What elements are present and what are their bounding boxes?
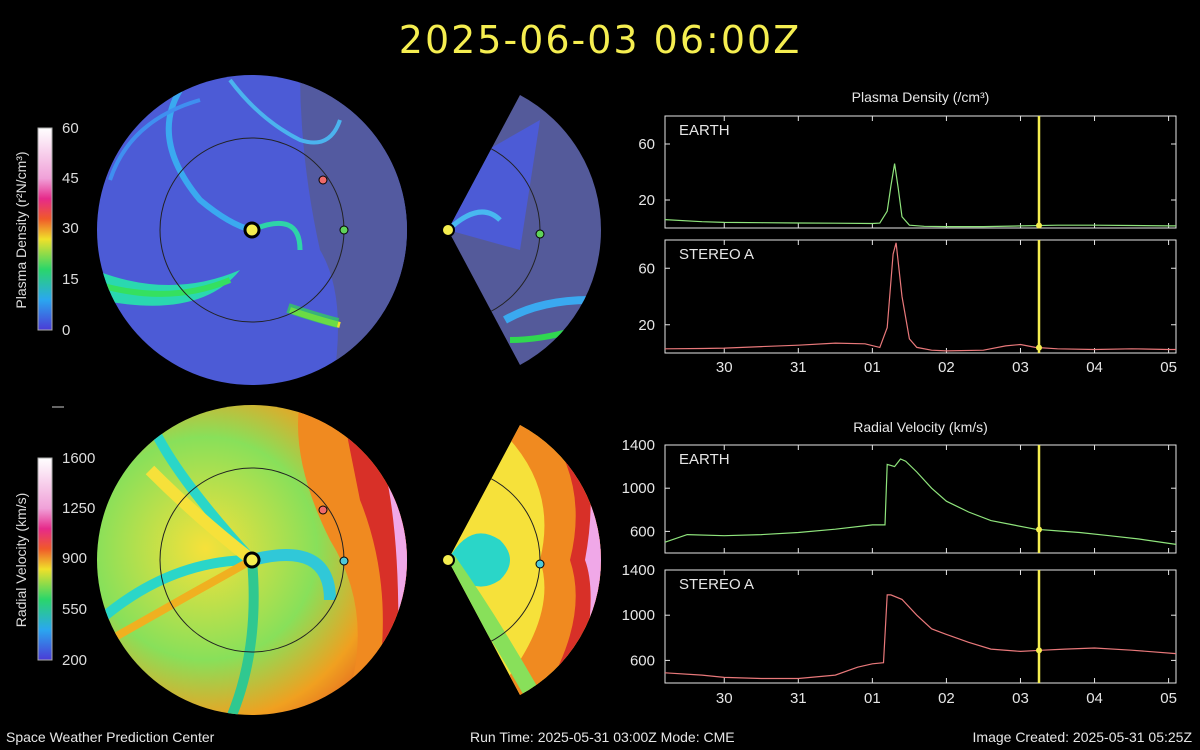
density-tick: 30 [62,220,79,237]
y-tick-label: 1400 [622,562,655,579]
density-tick: 15 [62,271,79,288]
x-tick-label: 05 [1160,359,1177,376]
panel-frame [664,115,1177,229]
x-tick-label: 01 [864,359,881,376]
x-tick-label: 30 [716,690,733,707]
y-tick-label: 1000 [622,607,655,624]
series-name: EARTH [679,122,730,139]
sun-marker-icon [243,221,455,569]
footer-organization: Space Weather Prediction Center [6,729,215,745]
x-tick-label: 03 [1012,359,1029,376]
x-tick-label: 30 [716,359,733,376]
x-tick-label: 04 [1086,690,1103,707]
y-tick-label: 1000 [622,480,655,497]
panel-frame [664,444,1177,554]
x-tick-label: 31 [790,690,807,707]
x-tick-label: 05 [1160,690,1177,707]
series-name: STEREO A [679,576,754,593]
series-line-stereo-a [664,242,1176,352]
x-tick-label: 03 [1012,690,1029,707]
density-colorbar [37,127,53,331]
current-time-dot [1035,344,1042,351]
x-tick-label: 02 [938,690,955,707]
chart-title: Radial Velocity (km/s) [853,419,988,435]
stereo-a-marker-icon [318,175,328,515]
series-name: STEREO A [679,246,754,263]
velocity-tick: 200 [62,652,88,669]
series-name: EARTH [679,451,730,468]
x-tick-label: 31 [790,359,807,376]
x-tick-label: 02 [938,359,955,376]
x-tick-label: 01 [864,690,881,707]
footer-run-info: Run Time: 2025-05-31 03:00Z Mode: CME [470,729,735,745]
current-time-dot [1035,647,1042,654]
y-tick-label: 600 [630,523,655,540]
density-tick: 60 [62,120,79,137]
velocity-tick: 550 [62,601,88,618]
chart-title: Plasma Density (/cm³) [852,89,990,105]
density-tick: 45 [62,170,79,187]
velocity-tick: 900 [62,550,88,567]
footer-image-created: Image Created: 2025-05-31 05:25Z [972,729,1192,745]
y-tick-label: 1400 [622,437,655,454]
series-line-earth [664,458,1177,545]
page-title: 2025-06-03 06:00Z [398,18,802,62]
y-tick-label: 600 [630,652,655,669]
velocity-tick: 1250 [62,500,96,517]
earth-marker-icon [339,225,545,569]
y-tick-label: 60 [638,260,655,277]
x-tick-label: 04 [1086,359,1103,376]
velocity-tick: 1600 [62,450,96,467]
y-tick-label: 20 [638,192,655,209]
y-tick-label: 60 [638,136,655,153]
current-time-dot [1035,222,1042,229]
velocity-colorbar [37,457,53,661]
series-line-stereo-a [664,594,1177,680]
density-tick: 0 [62,322,71,339]
current-time-dot [1035,526,1042,533]
series-line-earth [664,163,1176,228]
panel-frame [664,239,1177,354]
y-tick-label: 20 [638,317,655,334]
panel-frame [664,569,1177,684]
